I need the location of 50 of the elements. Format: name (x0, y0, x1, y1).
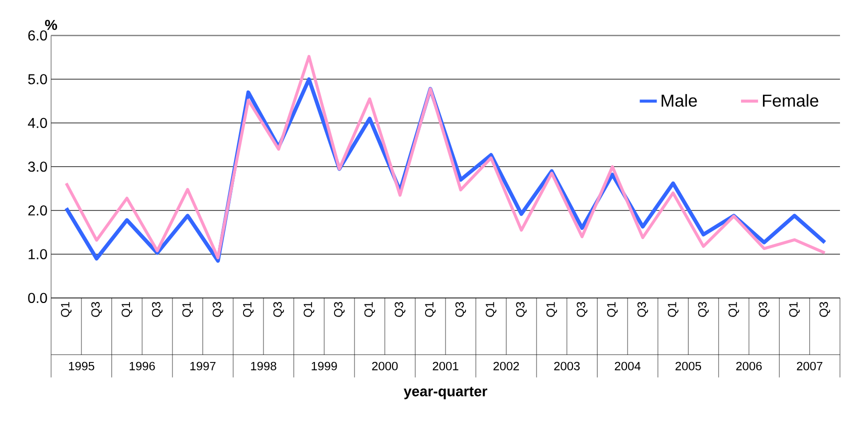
x-tick-label: Q3 (273, 302, 284, 317)
text: 2006 (736, 362, 762, 370)
y-tick-label: 2.0 (28, 205, 47, 216)
x-tick-label: Q3 (91, 302, 102, 317)
x-tick-label: Q1 (728, 302, 740, 317)
text: 2001 (432, 362, 458, 370)
x-tick-label: Q1 (122, 302, 132, 317)
x-axis-title: year-quarter (404, 386, 488, 399)
y-tick-label: 1.0 (28, 248, 47, 260)
text: 2000 (372, 362, 398, 370)
x-tick-label: Q3 (516, 302, 527, 317)
x-tick-label: Q3 (394, 302, 406, 317)
text: 1997 (190, 362, 216, 370)
text: 2007 (796, 362, 822, 370)
y-tick-label: 0.0 (28, 292, 47, 303)
x-tick-label: Q3 (212, 302, 224, 317)
x-tick-label: Q1 (607, 302, 618, 317)
x-tick-label: Q1 (364, 302, 375, 317)
text: 2005 (676, 362, 702, 370)
y-tick-label: 5.0 (28, 74, 47, 84)
x-tick-label: Q1 (425, 302, 436, 317)
x-tick-label: Q3 (820, 302, 830, 317)
x-tick-label: Q1 (789, 302, 800, 317)
x-tick-label: Q3 (576, 302, 588, 317)
x-tick-label: Q1 (243, 302, 254, 317)
text: 1996 (130, 362, 155, 370)
x-tick-label: Q3 (758, 302, 770, 317)
x-tick-label: Q3 (152, 302, 163, 317)
y-tick-label: 3.0 (28, 161, 47, 172)
x-tick-label: Q1 (182, 302, 193, 317)
text: 1999 (312, 362, 337, 370)
legend-label: Female (762, 94, 818, 107)
x-tick-label: Q3 (698, 302, 709, 317)
text: 1995 (69, 362, 94, 370)
x-tick-label: Q1 (546, 302, 558, 317)
legend-label: Male (662, 94, 697, 107)
text: 2003 (554, 362, 580, 370)
x-tick-label: Q3 (637, 302, 648, 317)
x-tick-label: Q3 (455, 302, 466, 317)
x-tick-label: Q1 (486, 302, 496, 317)
y-axis-title: % (45, 20, 58, 30)
text: 2002 (494, 362, 519, 370)
text: 2004 (614, 362, 641, 370)
x-tick-label: Q1 (304, 302, 314, 317)
y-tick-label: 6.0 (28, 30, 47, 40)
y-tick-label: 4.0 (28, 118, 47, 128)
x-tick-label: Q3 (334, 302, 345, 317)
x-tick-label: Q1 (60, 302, 72, 317)
text: 1998 (251, 362, 276, 370)
x-tick-label: Q1 (668, 302, 678, 317)
